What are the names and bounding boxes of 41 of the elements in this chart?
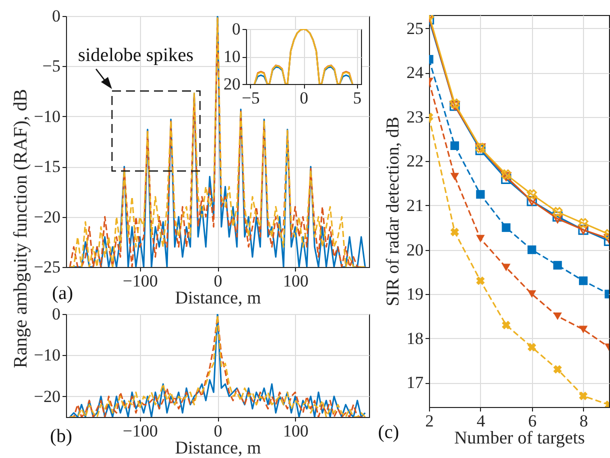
annotation: sidelobe spikes [78,45,194,67]
y-tick-label: 20 [224,74,240,94]
text: (b) [50,426,72,448]
y-tick-label: −25 [34,258,60,276]
y-tick-label: 21 [406,196,424,215]
y-tick-label: 18 [406,328,424,348]
y-tick-label: −5 [42,56,60,76]
y-tick-label: 23 [406,107,424,126]
x-tick-label: −100 [122,422,158,440]
y-tick-label: 17 [406,373,424,392]
y-tick-label: 10 [224,47,240,66]
x-tick-label: 5 [352,88,362,108]
y-tick-label: −10 [34,106,60,126]
y-tick-label: 19 [406,284,424,304]
y-axis-title: Range ambguity function (RAF), dB [10,88,32,368]
text: (c) [378,422,400,444]
y-axis-title: SIR of radar detection, dB [382,116,402,306]
x-tick-label: 100 [282,422,308,440]
text: (a) [52,283,74,305]
y-tick-label: 0 [52,6,60,26]
x-tick-label: 4 [476,412,486,430]
y-tick-label: 22 [406,152,424,171]
y-tick-label: 24 [406,63,424,82]
x-tick-label: −5 [242,88,260,108]
x-tick-label: −100 [122,272,158,290]
y-tick-label: −20 [34,207,60,226]
x-tick-label: 0 [300,88,308,108]
y-tick-label: 0 [232,20,240,38]
x-axis-title: Distance, m [175,288,261,308]
x-tick-label: 100 [282,272,308,290]
y-tick-label: −15 [34,157,60,176]
y-tick-label: −10 [34,346,60,365]
y-tick-label: −20 [34,386,60,406]
y-tick-label: 0 [52,304,60,324]
y-tick-label: 25 [406,18,424,38]
x-tick-label: 2 [425,412,434,430]
x-axis-title: Distance, m [175,438,261,458]
x-axis-title: Number of targets [454,428,585,448]
x-tick-label: 6 [528,412,537,430]
y-tick-label: 20 [406,240,424,260]
x-tick-label: 8 [580,412,588,430]
